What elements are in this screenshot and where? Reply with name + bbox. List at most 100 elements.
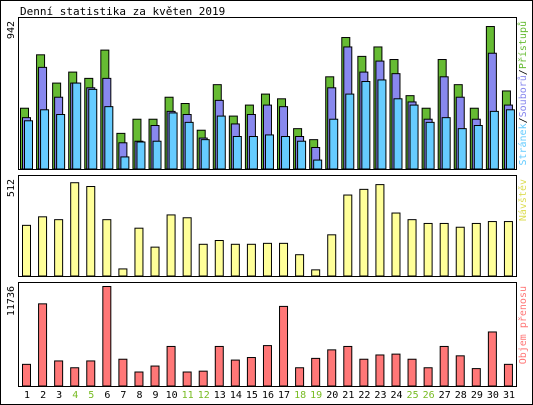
visits-bar	[102, 219, 112, 277]
day-tick-label: 20	[326, 390, 338, 401]
pages-bar	[232, 136, 242, 170]
kbytes-bar	[375, 354, 385, 387]
visits-bar	[487, 221, 497, 277]
visits-bar	[391, 212, 401, 277]
day-tick-label: 23	[374, 390, 386, 401]
visits-bar	[423, 222, 433, 277]
visits-bar	[38, 216, 48, 277]
kbytes-bar	[407, 358, 417, 387]
kbytes-bar	[279, 305, 289, 387]
pages-bar	[361, 81, 371, 170]
visits-bar	[279, 242, 289, 277]
legend-part: Stránek	[517, 123, 529, 165]
pages-bar	[24, 120, 33, 170]
legend-part: Přístupů	[517, 21, 529, 69]
visits-bar	[455, 226, 465, 277]
day-tick-label: 28	[455, 390, 467, 401]
day-tick-label: 22	[358, 390, 370, 401]
pages-bar	[409, 104, 419, 170]
kbytes-bar	[503, 363, 513, 387]
legend-part: /	[518, 69, 529, 75]
day-tick-label: 27	[439, 390, 451, 401]
pages-bar	[489, 110, 499, 170]
pages-bar	[345, 93, 355, 170]
kbytes-bar	[86, 360, 96, 387]
legend-part: Objem přenosu	[517, 286, 529, 364]
visits-bar	[230, 243, 240, 277]
visits-bar	[134, 227, 144, 277]
kbytes-bar	[327, 349, 337, 387]
series-legend-label: Návštěv	[517, 179, 529, 221]
y-max-label: 11736	[6, 286, 17, 316]
pages-bar	[425, 121, 435, 170]
visits-bar	[86, 186, 96, 277]
kbytes-bar	[246, 357, 256, 387]
visits-bar	[311, 269, 321, 277]
visits-bar	[182, 217, 192, 277]
chart-title: Denní statistika za květen 2019	[20, 5, 225, 18]
panel-frame	[18, 282, 517, 387]
pages-bar	[457, 128, 467, 170]
pages-bar	[184, 121, 194, 170]
day-tick-label: 3	[56, 390, 62, 401]
y-max-label: 942	[6, 21, 17, 39]
kbytes-bar	[230, 359, 240, 387]
visits-bar	[118, 268, 128, 277]
kbytes-bar	[487, 331, 497, 387]
kbytes-bar	[54, 360, 64, 387]
pages-bar	[281, 136, 291, 170]
kbytes-bar	[359, 358, 369, 387]
pages-bar	[329, 118, 339, 170]
kbytes-bar	[182, 371, 192, 387]
day-tick-label: 16	[262, 390, 274, 401]
pages-bar	[505, 109, 515, 170]
kbytes-bar	[311, 357, 321, 387]
kbytes-bar	[38, 303, 48, 387]
y-max-label: 512	[6, 179, 17, 197]
day-axis: 1 2 3 4 5 6 7 8 9 10 11 12 13 14 15 16 17 18 19 20 21 22 23 24 2…	[24, 390, 515, 401]
day-tick-label: 19	[310, 390, 322, 401]
pages-bar	[200, 139, 210, 170]
kbytes-bar	[198, 370, 208, 387]
kbytes-bar	[439, 345, 449, 387]
visits-bar	[54, 219, 64, 277]
day-tick-label: 4	[72, 390, 78, 401]
day-tick-label: 17	[278, 390, 290, 401]
visits-panel: 512 Návštěv	[6, 175, 529, 277]
pages-bar	[264, 134, 274, 170]
day-tick-label: 10	[166, 390, 178, 401]
day-tick-label: 9	[153, 390, 159, 401]
pages-bar	[377, 79, 387, 170]
legend-part: Souborů	[517, 75, 529, 117]
kbytes-bar	[455, 355, 465, 387]
kbytes-bar	[262, 345, 272, 387]
day-tick-label: 31	[503, 390, 515, 401]
visits-bar	[150, 246, 160, 277]
kbytes-panel: 11736 Objem přenosu	[6, 282, 529, 387]
day-tick-label: 2	[40, 390, 46, 401]
kbytes-bar	[295, 367, 305, 387]
kbytes-bar	[166, 345, 176, 387]
kbytes-bar	[423, 367, 433, 387]
series-legend-label: Stránek/Souborů/Přístupů	[517, 21, 529, 166]
visits-bar	[375, 184, 385, 277]
kbytes-bar	[471, 368, 481, 387]
pages-bar	[88, 88, 98, 170]
kbytes-bar	[343, 345, 353, 387]
day-tick-label: 25	[407, 390, 419, 401]
legend-part: /	[518, 117, 529, 123]
visits-bar	[262, 242, 272, 277]
day-tick-label: 15	[246, 390, 258, 401]
visits-bar	[70, 182, 80, 277]
pages-bar	[441, 117, 451, 170]
day-tick-label: 11	[182, 390, 194, 401]
day-tick-label: 5	[88, 390, 94, 401]
pages-bar	[168, 112, 178, 170]
visits-bar	[327, 234, 337, 277]
visits-bar	[439, 222, 449, 277]
visits-bar	[295, 254, 305, 277]
visits-bar	[214, 240, 224, 277]
visits-bar	[22, 224, 31, 277]
